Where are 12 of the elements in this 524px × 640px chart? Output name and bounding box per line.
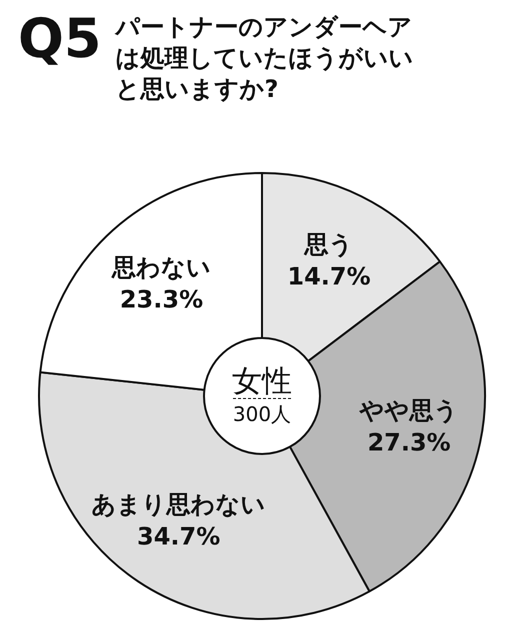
chart-subtitle: パートナーのアンダーヘアは処理していたほうがいいと思いますか? bbox=[115, 12, 414, 106]
data-label: 23.3% bbox=[120, 285, 204, 314]
data-label: 27.3% bbox=[367, 428, 451, 457]
slice-label: あまり思わない bbox=[92, 490, 266, 518]
slice-label: やや思う bbox=[358, 396, 459, 425]
chart-title: Q5 bbox=[18, 7, 102, 70]
slice-label: 思わない bbox=[110, 253, 211, 282]
text: 女性 bbox=[232, 364, 292, 398]
data-label: 34.7% bbox=[137, 522, 220, 550]
text: 300人 bbox=[232, 398, 292, 428]
slice-label: 思う bbox=[304, 230, 354, 259]
data-label: 14.7% bbox=[287, 262, 371, 291]
